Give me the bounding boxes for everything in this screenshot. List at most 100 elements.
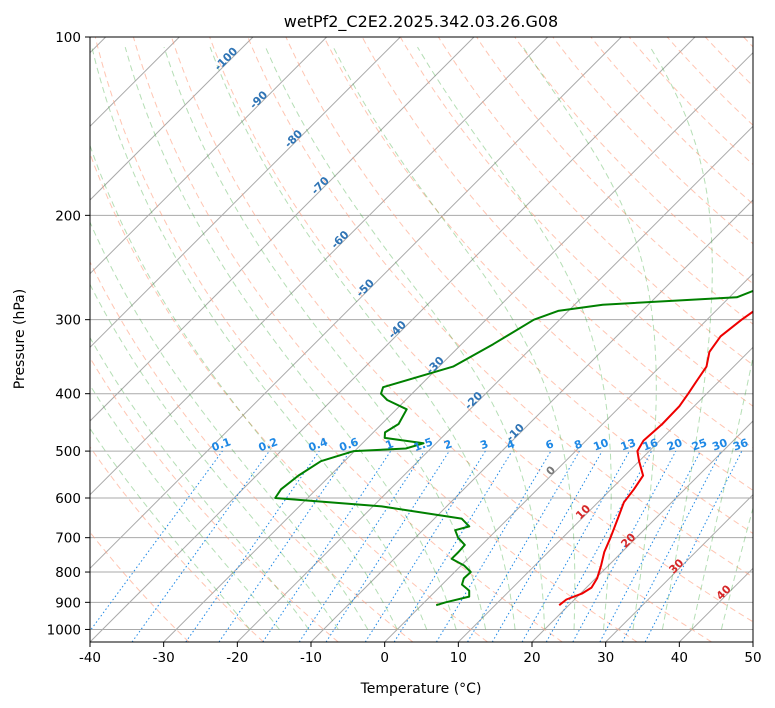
- dewpoint-profile-line: [274, 289, 753, 607]
- dry-adiabat-line: [361, 37, 753, 449]
- mixing-ratio-label: 1: [384, 437, 396, 452]
- mixing-ratio-label: 36: [731, 436, 750, 454]
- mixing-ratio-line: [364, 450, 486, 642]
- mixing-ratio-label: 30: [710, 436, 729, 454]
- moist-adiabat-line: [522, 46, 657, 630]
- mixing-ratio-line: [185, 450, 320, 642]
- x-tick-label: -30: [153, 650, 175, 666]
- moist-adiabat-line: [332, 46, 576, 630]
- y-tick-label: 500: [55, 444, 81, 460]
- y-tick-label: 1000: [47, 622, 81, 638]
- mixing-ratio-line: [218, 450, 351, 642]
- isotherm-line: [531, 420, 753, 642]
- x-tick-label: -40: [79, 650, 101, 666]
- moist-adiabat-line: [649, 46, 713, 630]
- mixing-ratio-line: [521, 450, 630, 642]
- moist-adiabat-line: [90, 220, 369, 630]
- x-tick-label: 0: [380, 650, 389, 666]
- dry-adiabat-line: [476, 37, 753, 325]
- y-tick-label: 400: [55, 387, 81, 403]
- moist-adiabat-line: [90, 283, 339, 630]
- mixing-ratio-label: 8: [572, 437, 584, 452]
- reference-lines: [90, 37, 753, 642]
- mixing-ratio-label: 6: [544, 437, 556, 452]
- dry-adiabat-line: [132, 37, 638, 642]
- mixing-ratio-line: [491, 450, 603, 642]
- chart-title: wetPf2_C2E2.2025.342.03.26.G08: [284, 12, 558, 32]
- sounding-profiles: [274, 289, 753, 607]
- isotherm-line: [90, 37, 696, 642]
- mixing-ratio-label: 4: [505, 437, 517, 452]
- y-axis-title: Pressure (hPa): [12, 289, 28, 389]
- dry-adiabat-line: [94, 37, 563, 642]
- y-tick-label: 300: [55, 313, 81, 329]
- y-tick-label: 900: [55, 595, 81, 611]
- mixing-ratio-label: 0.6: [338, 435, 361, 454]
- mixing-ratio-label: 0.4: [307, 435, 330, 454]
- isotherm-line: [163, 51, 753, 642]
- y-tick-label: 100: [55, 30, 81, 46]
- moist-adiabat-line: [265, 46, 546, 630]
- mixing-ratio-label: 0.2: [257, 435, 280, 454]
- x-tick-label: 40: [671, 650, 688, 666]
- mixing-ratio-label: 25: [690, 436, 709, 453]
- y-tick-label: 200: [55, 208, 81, 224]
- moist-adiabat-line: [720, 506, 753, 630]
- isotherm-line: [90, 37, 549, 496]
- isotherm-line: [457, 346, 753, 642]
- moist-adiabat-line: [90, 144, 398, 630]
- plot-frame: [89, 36, 754, 643]
- moist-adiabat-line: [691, 355, 753, 630]
- mixing-ratio-line: [325, 450, 450, 642]
- isotherm-line: [90, 37, 328, 275]
- isotherm-line: [236, 125, 753, 642]
- mixing-ratio-label: 3: [478, 437, 490, 452]
- isotherm-line: [90, 37, 622, 570]
- moist-adiabat-line: [90, 384, 280, 630]
- mixing-ratio-label: 16: [641, 436, 660, 454]
- x-tick-label: 30: [597, 650, 614, 666]
- x-tick-label: 10: [450, 650, 467, 666]
- mixing-ratio-label: 10: [592, 436, 611, 454]
- mixing-ratio-line: [572, 450, 677, 642]
- dry-adiabat-line: [247, 37, 753, 578]
- mixing-ratio-label: 13: [619, 436, 638, 453]
- isotherm-line: [90, 37, 254, 201]
- x-tick-label: 20: [523, 650, 540, 666]
- temperature-profile-line: [558, 310, 753, 606]
- mixing-ratio-line: [435, 450, 552, 642]
- x-axis-title: Temperature (°C): [360, 681, 482, 697]
- moist-adiabat-line: [417, 46, 612, 630]
- y-tick-label: 800: [55, 565, 81, 581]
- dry-adiabat-line: [628, 37, 753, 166]
- isotherm-line: [605, 493, 753, 642]
- isotherm-line: [384, 272, 753, 642]
- mixing-ratio-label: 0.1: [210, 435, 233, 454]
- moist-adiabat-line: [209, 46, 516, 630]
- x-tick-label: -20: [226, 650, 248, 666]
- y-tick-label: 600: [55, 491, 81, 507]
- mixing-ratio-line: [393, 450, 513, 642]
- mixing-ratio-label: 2: [442, 437, 454, 452]
- moist-adiabat-line: [91, 46, 428, 630]
- mixing-ratio-label: 20: [665, 436, 684, 454]
- mixing-ratio-line: [467, 450, 580, 642]
- dry-adiabat-line: [209, 37, 753, 623]
- dry-adiabat-line: [323, 37, 753, 491]
- y-tick-label: 700: [55, 531, 81, 547]
- moist-adiabat-line: [90, 427, 251, 630]
- mixing-ratio-line: [545, 450, 653, 642]
- x-tick-label: -10: [300, 650, 322, 666]
- x-tick-label: 50: [744, 650, 761, 666]
- mixing-ratio-label: 1.5: [412, 435, 435, 454]
- isotherm-line: [90, 37, 475, 422]
- isotherm-line: [90, 37, 401, 349]
- dry-adiabat-line: [514, 37, 753, 285]
- moist-adiabat-line: [124, 46, 457, 630]
- dry-adiabat-line: [90, 446, 264, 642]
- dry-adiabat-line: [399, 37, 753, 407]
- y-axis: 100 200 300 400 500 600 700 800 900 1000: [47, 30, 90, 638]
- x-axis: -40 -30 -20 -10 0 10 20 30 40 50: [79, 642, 762, 666]
